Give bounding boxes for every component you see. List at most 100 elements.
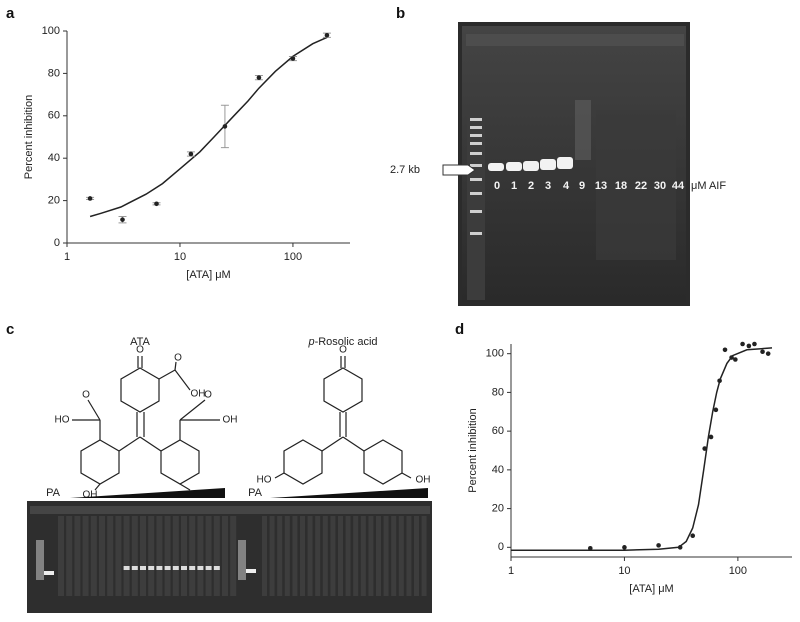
lane-label: 18 — [615, 180, 627, 192]
compound-prefix: p — [307, 336, 314, 348]
panel-label: b — [396, 5, 405, 22]
lane-smear — [421, 516, 427, 596]
atom: OH — [191, 389, 206, 400]
lane-smear — [262, 516, 267, 596]
band — [164, 566, 171, 570]
lane-smear — [391, 516, 397, 596]
data-point — [120, 217, 125, 222]
band — [148, 566, 155, 570]
data-point — [713, 407, 719, 413]
fit-curve — [511, 347, 773, 551]
band — [197, 566, 204, 570]
lane-smear — [172, 516, 179, 596]
x-tick-label: 1 — [508, 565, 514, 577]
lane-labels: 0 1 2 3 4 9 13 18 22 30 44 — [494, 180, 685, 192]
data-point — [740, 341, 745, 347]
data-point — [702, 446, 708, 451]
lane-smear — [330, 516, 336, 596]
lane-label: 44 — [672, 180, 685, 192]
panel-label: a — [6, 5, 15, 22]
data-point — [708, 434, 714, 440]
compound-name-rest: -Rosolic acid — [315, 336, 378, 348]
compound-name: p-Rosolic acid — [307, 336, 377, 348]
gel-c — [27, 501, 432, 613]
arrow — [442, 164, 476, 176]
lane-smear — [58, 516, 64, 596]
band — [181, 566, 187, 570]
lane-label: 13 — [595, 180, 607, 192]
y-tick-label: 40 — [48, 152, 60, 164]
lane-label: PA — [248, 487, 263, 499]
data-point — [690, 533, 696, 538]
data-point — [746, 343, 752, 349]
unit-label: μM AIF — [691, 180, 726, 192]
lane-smear — [315, 516, 321, 596]
lane-smear — [345, 516, 351, 596]
y-tick-label: 0 — [54, 237, 60, 249]
data-point — [729, 355, 734, 360]
data-point — [154, 201, 159, 207]
band — [140, 566, 146, 570]
lane-smear — [82, 516, 89, 596]
x-tick-label: 100 — [729, 565, 747, 577]
x-axis-label: [ATA] μM — [629, 583, 673, 595]
lane-smear — [360, 516, 366, 596]
y-tick-label: 60 — [492, 425, 504, 437]
data-point — [256, 75, 262, 80]
lane-smear — [181, 516, 187, 596]
lane-smear — [284, 516, 290, 596]
lane-smear — [230, 516, 237, 596]
lane-smear — [123, 516, 130, 596]
lane-smear — [277, 516, 283, 596]
y-axis-label: Percent inhibition — [467, 408, 479, 492]
lane-smear — [156, 516, 163, 596]
atom: HO — [55, 415, 70, 426]
x-tick-label: 1 — [64, 251, 70, 263]
lane-label: 0 — [494, 180, 500, 192]
lane-label: 22 — [635, 180, 647, 192]
band — [205, 566, 212, 570]
atom: O — [204, 390, 212, 401]
atom: O — [136, 345, 144, 356]
data-point — [765, 351, 771, 356]
lane-smear — [189, 516, 196, 596]
lane-smear — [90, 516, 97, 596]
atom: O — [82, 390, 90, 401]
ramp — [270, 488, 428, 498]
y-tick-label: 100 — [486, 348, 504, 360]
data-point — [587, 545, 593, 551]
lane-smear — [406, 516, 412, 596]
structure-ata — [72, 356, 220, 491]
y-tick-label: 100 — [42, 25, 60, 37]
y-tick-label: 80 — [48, 67, 60, 79]
band — [156, 566, 163, 570]
lane-smear — [164, 516, 171, 596]
data-point — [290, 56, 296, 61]
atom: OH — [83, 490, 98, 501]
lane-smear — [322, 516, 328, 596]
lane-smear — [414, 516, 419, 596]
lane-smear — [131, 516, 138, 596]
data-point — [222, 124, 228, 129]
x-tick-label: 10 — [174, 251, 186, 263]
y-tick-label: 20 — [48, 195, 60, 207]
lane-smear — [66, 516, 73, 596]
y-tick-label: 80 — [492, 386, 504, 398]
data-point — [324, 32, 330, 38]
marker-label: 2.7 kb — [390, 164, 420, 176]
data-point — [622, 545, 627, 550]
lane-label: PA — [46, 487, 61, 499]
y-axis-label: Percent inhibition — [23, 95, 35, 179]
data-point — [677, 545, 683, 550]
x-axis-label: [ATA] μM — [186, 269, 230, 281]
lane-smear — [222, 516, 228, 596]
lane-smear — [197, 516, 204, 596]
atom: HO — [257, 475, 272, 486]
data-point — [760, 349, 765, 355]
data-point — [722, 347, 728, 353]
lane-smear — [292, 516, 298, 596]
lane-label: 30 — [654, 180, 666, 192]
band — [131, 566, 138, 570]
lane-smear — [213, 516, 220, 596]
